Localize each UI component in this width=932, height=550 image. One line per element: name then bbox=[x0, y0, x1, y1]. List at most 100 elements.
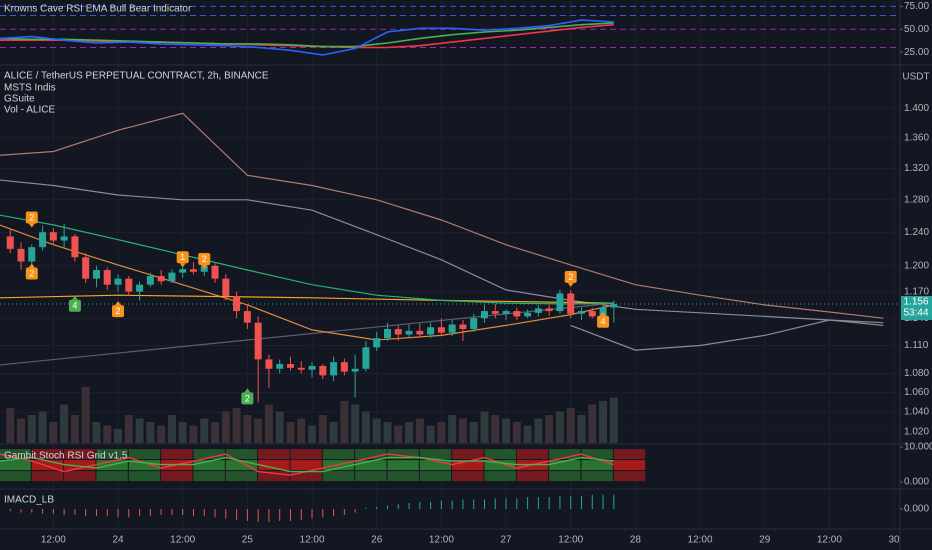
signal-marker: 4 bbox=[597, 311, 610, 328]
candle-body bbox=[319, 365, 327, 376]
countdown: 53:44 bbox=[903, 308, 928, 319]
y-tick-label: 50.00 bbox=[904, 24, 929, 35]
volume-bar bbox=[361, 411, 370, 443]
stoch-cell bbox=[581, 460, 613, 471]
stoch-cell bbox=[161, 471, 193, 482]
signal-marker: 2 bbox=[112, 301, 125, 318]
candle-body bbox=[136, 284, 144, 292]
signal-marker: 4 bbox=[68, 295, 81, 312]
signal-marker: 2 bbox=[198, 252, 211, 269]
labels-layer: Krowns Cave RSI EMA Bull Bear Indicator … bbox=[4, 1, 932, 546]
marker-box bbox=[68, 299, 81, 312]
volume-bar bbox=[458, 418, 467, 443]
x-tick-label: 12:00 bbox=[41, 535, 66, 546]
marker-pointer bbox=[179, 263, 186, 268]
volume-bar bbox=[351, 404, 360, 443]
marker-pointer bbox=[201, 264, 208, 269]
candle-body bbox=[243, 311, 251, 323]
candle-body bbox=[577, 311, 585, 314]
marker-pointer bbox=[71, 295, 78, 300]
stoch-cell bbox=[387, 471, 419, 482]
volume-bar bbox=[221, 411, 230, 443]
panel-title: IMACD_LB bbox=[4, 495, 54, 506]
marker-box bbox=[564, 270, 577, 283]
volume-bar bbox=[81, 387, 90, 443]
volume-bar bbox=[146, 422, 155, 443]
volume-bar bbox=[329, 422, 338, 443]
stoch-cell bbox=[549, 449, 581, 460]
y-tick-label: 1.400 bbox=[904, 103, 929, 114]
candle-body bbox=[459, 324, 467, 330]
y-tick-label: 1.110 bbox=[904, 340, 929, 351]
y-tick-label: 1.200 bbox=[904, 260, 929, 271]
stoch-cell bbox=[549, 471, 581, 482]
indicator-line bbox=[0, 179, 884, 324]
stoch-cell bbox=[322, 471, 355, 482]
stoch-cell bbox=[0, 471, 31, 482]
stoch-cell bbox=[516, 449, 549, 460]
signal-marker: 2 bbox=[564, 270, 577, 287]
marker-pointer bbox=[115, 301, 122, 306]
y-tick-label: 1.020 bbox=[904, 427, 929, 438]
panel-title: Gambit Stoch RSI Grid v1.5 bbox=[4, 451, 128, 462]
candle-body bbox=[103, 270, 111, 285]
volume-bar bbox=[512, 422, 521, 443]
y-tick-label: 1.280 bbox=[904, 194, 929, 205]
stoch-cell bbox=[387, 449, 419, 460]
volume-bar bbox=[609, 397, 618, 443]
unit-label: USDT bbox=[902, 72, 929, 83]
candle-body bbox=[276, 364, 284, 369]
candle-body bbox=[567, 293, 575, 314]
volume-bar bbox=[566, 408, 575, 443]
y-tick-label: 25.00 bbox=[904, 47, 929, 58]
candle-body bbox=[308, 365, 316, 370]
marker-label: 2 bbox=[568, 272, 573, 282]
volume-bar bbox=[103, 425, 112, 443]
volume-bar bbox=[588, 404, 597, 443]
volume-bar bbox=[286, 422, 295, 443]
volume-bar bbox=[70, 415, 79, 443]
volume-bar bbox=[577, 415, 586, 443]
stoch-cell bbox=[549, 460, 581, 471]
stoch-cell bbox=[613, 460, 646, 471]
candle-body bbox=[286, 364, 294, 368]
x-tick-label: 12:00 bbox=[429, 535, 454, 546]
volume-bar bbox=[555, 411, 564, 443]
candle-body bbox=[157, 276, 165, 282]
indicator-line bbox=[0, 224, 614, 341]
marks-layer: 2 2 4 2 1 2 2 2 4 bbox=[0, 19, 884, 523]
y-tick-label: 1.360 bbox=[904, 132, 929, 143]
stoch-cell bbox=[419, 449, 452, 460]
stoch-cell bbox=[0, 460, 31, 471]
volume-bar bbox=[254, 418, 263, 443]
y-tick-label: 1.170 bbox=[904, 286, 929, 297]
candle-body bbox=[610, 303, 618, 308]
stoch-cell bbox=[258, 449, 290, 460]
volume-bar bbox=[264, 404, 273, 443]
volume-bar bbox=[6, 408, 15, 443]
stoch-cell bbox=[64, 449, 96, 460]
stoch-line bbox=[0, 456, 614, 473]
signal-marker: 2 bbox=[25, 211, 38, 228]
volume-bar bbox=[211, 422, 220, 443]
candle-body bbox=[330, 362, 338, 376]
volume-bar bbox=[297, 418, 306, 443]
x-tick-label: 26 bbox=[371, 535, 383, 546]
candle-body bbox=[211, 265, 219, 279]
indicator-line bbox=[0, 214, 614, 305]
volume-bar bbox=[415, 418, 424, 443]
stoch-cell bbox=[452, 471, 484, 482]
volume-bar bbox=[545, 415, 554, 443]
stoch-cell bbox=[355, 460, 387, 471]
stoch-cell bbox=[516, 471, 549, 482]
stoch-cell bbox=[355, 471, 387, 482]
last-price-box bbox=[901, 295, 932, 320]
candle-body bbox=[146, 276, 154, 285]
legend-item: MSTS Indis bbox=[4, 83, 56, 94]
y-tick-label: 0.000 bbox=[904, 504, 929, 515]
stoch-cell bbox=[613, 471, 646, 482]
panel-title: Krowns Cave RSI EMA Bull Bear Indicator bbox=[4, 4, 192, 15]
x-tick-label: 29 bbox=[759, 535, 771, 546]
x-tick-label: 27 bbox=[500, 535, 512, 546]
stoch-cell bbox=[290, 471, 322, 482]
